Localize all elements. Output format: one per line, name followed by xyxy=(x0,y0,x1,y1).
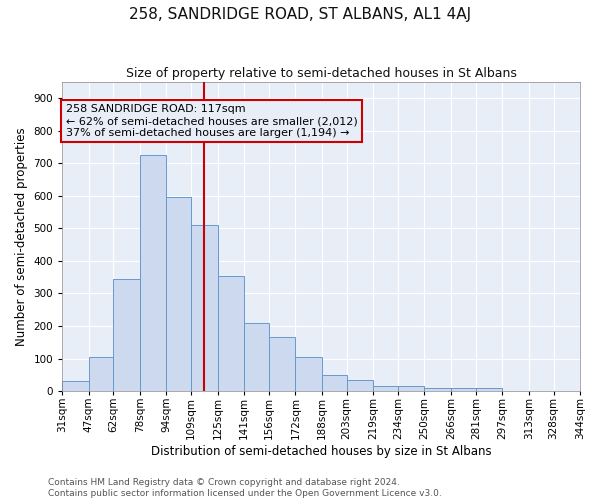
Bar xyxy=(451,388,476,392)
Bar xyxy=(322,375,347,392)
Bar xyxy=(295,357,322,392)
Bar xyxy=(166,198,191,392)
Bar xyxy=(62,382,89,392)
Bar xyxy=(347,380,373,392)
X-axis label: Distribution of semi-detached houses by size in St Albans: Distribution of semi-detached houses by … xyxy=(151,444,491,458)
Bar xyxy=(218,276,244,392)
Bar xyxy=(373,386,398,392)
Bar xyxy=(398,386,424,392)
Text: 258, SANDRIDGE ROAD, ST ALBANS, AL1 4AJ: 258, SANDRIDGE ROAD, ST ALBANS, AL1 4AJ xyxy=(129,8,471,22)
Bar xyxy=(424,388,451,392)
Title: Size of property relative to semi-detached houses in St Albans: Size of property relative to semi-detach… xyxy=(125,68,517,80)
Bar xyxy=(191,225,218,392)
Bar xyxy=(244,323,269,392)
Bar xyxy=(89,357,113,392)
Bar xyxy=(113,279,140,392)
Bar xyxy=(140,155,166,392)
Text: Contains HM Land Registry data © Crown copyright and database right 2024.
Contai: Contains HM Land Registry data © Crown c… xyxy=(48,478,442,498)
Y-axis label: Number of semi-detached properties: Number of semi-detached properties xyxy=(15,127,28,346)
Bar xyxy=(476,388,502,392)
Text: 258 SANDRIDGE ROAD: 117sqm
← 62% of semi-detached houses are smaller (2,012)
37%: 258 SANDRIDGE ROAD: 117sqm ← 62% of semi… xyxy=(65,104,357,138)
Bar xyxy=(269,338,295,392)
